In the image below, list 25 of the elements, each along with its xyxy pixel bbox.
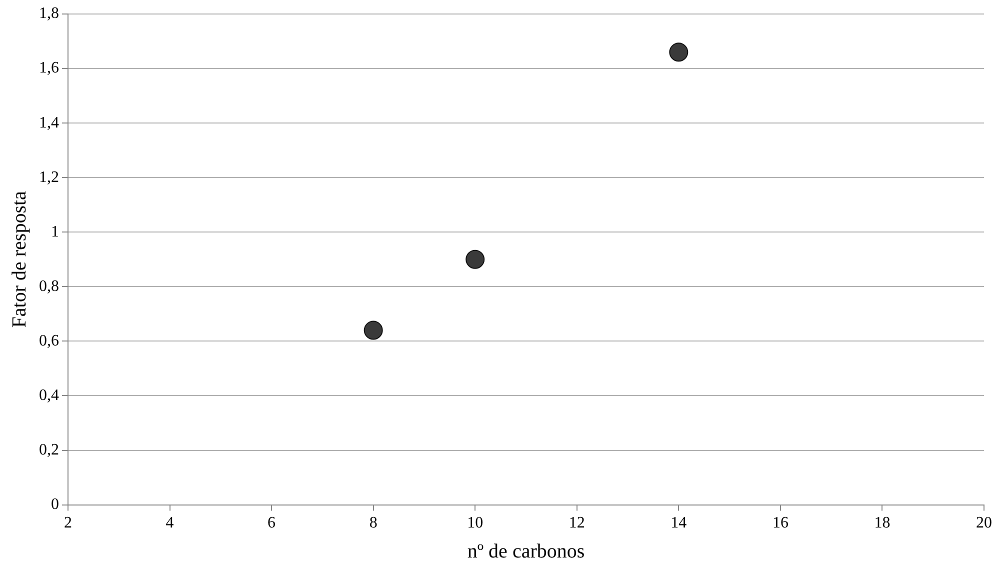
x-tick-label: 18 bbox=[874, 514, 890, 532]
x-tick-label: 10 bbox=[467, 514, 484, 532]
x-tick-label: 8 bbox=[369, 514, 378, 532]
y-tick-label: 1,4 bbox=[39, 114, 59, 132]
y-tick-label: 1,8 bbox=[39, 5, 59, 22]
x-tick-label: 12 bbox=[568, 514, 585, 532]
point bbox=[669, 42, 688, 62]
y-tick-label: 0,6 bbox=[39, 332, 59, 350]
y-tick-label: 0 bbox=[51, 496, 59, 514]
x-tick-label: 6 bbox=[268, 514, 276, 532]
y-tick-label: 1 bbox=[51, 223, 59, 240]
y-tick-label: 1,6 bbox=[39, 60, 59, 77]
x-tick-label: 4 bbox=[166, 514, 174, 532]
y-tick-label: 1,2 bbox=[39, 168, 59, 186]
y-axis-title: Fator de resposta bbox=[8, 190, 30, 328]
y-tick-label: 0,8 bbox=[39, 278, 59, 295]
x-axis-title: nº de carbonos bbox=[467, 540, 585, 562]
y-tick-label: 0,2 bbox=[39, 441, 59, 458]
y-tick-label: 0,4 bbox=[39, 386, 59, 404]
point bbox=[364, 320, 383, 340]
x-tick-label: 16 bbox=[772, 514, 788, 532]
point bbox=[466, 250, 485, 269]
x-tick-label: 2 bbox=[64, 514, 72, 532]
x-tick-label: 14 bbox=[670, 514, 687, 532]
x-tick-label: 20 bbox=[976, 514, 992, 532]
